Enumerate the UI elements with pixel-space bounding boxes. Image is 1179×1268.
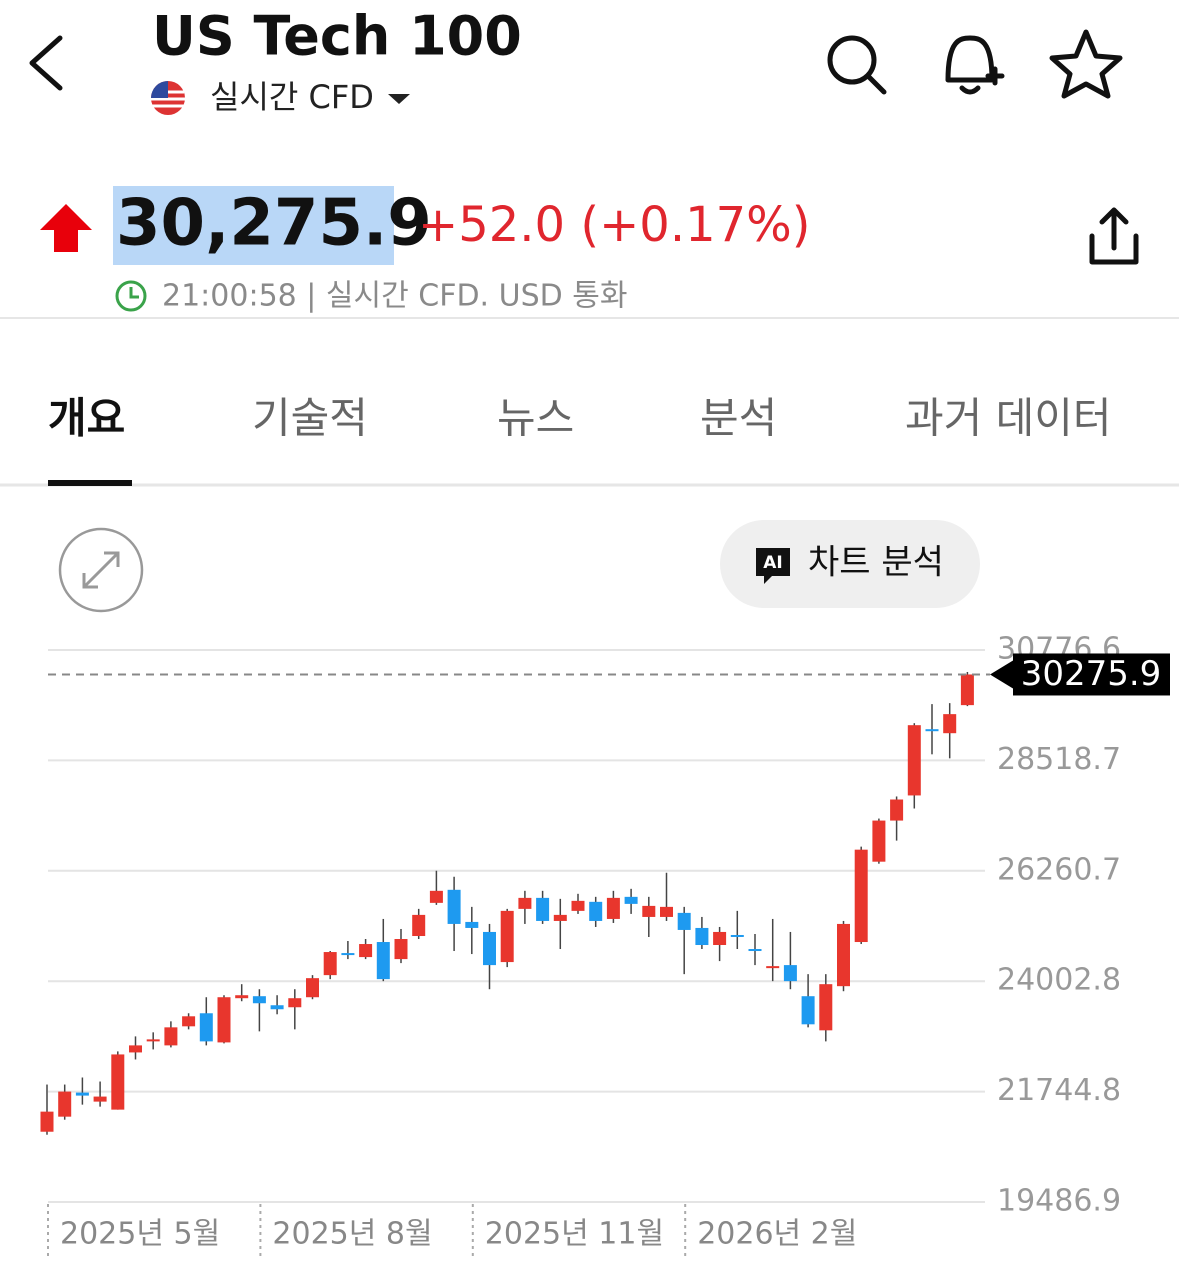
candle-body xyxy=(164,1027,178,1046)
y-tick-label: 26260.7 xyxy=(997,852,1121,887)
active-tab-indicator xyxy=(48,480,132,486)
tab[interactable]: 분석 xyxy=(700,394,777,443)
tab[interactable]: 개요 xyxy=(48,394,125,443)
price-change: +52.0 (+0.17%) xyxy=(418,197,811,253)
x-tick-label: 2025년 8월 xyxy=(272,1217,432,1252)
x-tick-label: 2026년 2월 xyxy=(697,1217,857,1252)
candle-body xyxy=(518,897,532,909)
tab[interactable]: 기술적 xyxy=(252,394,368,443)
candle-body xyxy=(359,944,373,958)
dropdown-arrow[interactable] xyxy=(388,94,410,104)
x-tick-label: 2025년 11월 xyxy=(485,1217,664,1252)
candle-body xyxy=(819,984,833,1031)
chart-analysis-button[interactable] xyxy=(720,520,980,608)
candle-body xyxy=(182,1016,196,1027)
candle-body xyxy=(695,927,709,946)
candle-body xyxy=(412,914,426,937)
candle-body xyxy=(837,923,850,987)
candle-body xyxy=(766,966,780,969)
candle-body xyxy=(500,910,514,963)
candle-body xyxy=(235,995,249,999)
tab[interactable]: 뉴스 xyxy=(497,394,574,443)
candle-body xyxy=(713,931,727,946)
expand-button[interactable] xyxy=(58,527,144,613)
quote-time: 21:00:58 | 실시간 CFD. USD 통화 xyxy=(162,279,627,314)
candle-body xyxy=(376,942,390,980)
candle-body xyxy=(943,714,957,734)
candle-body xyxy=(217,997,231,1043)
candle-body xyxy=(40,1111,54,1132)
candle-body xyxy=(571,900,585,911)
candle-body xyxy=(288,998,302,1008)
candle-body xyxy=(111,1054,125,1110)
candle-body xyxy=(907,725,921,796)
candle-body xyxy=(394,938,408,960)
candle-body xyxy=(306,978,319,998)
last-price-pointer xyxy=(990,660,1013,689)
candle-body xyxy=(93,1096,107,1102)
candle-body xyxy=(447,889,461,924)
candle-body xyxy=(129,1045,142,1053)
y-tick-label: 21744.8 xyxy=(997,1073,1121,1108)
candle-body xyxy=(960,674,974,706)
candle-body xyxy=(75,1092,89,1096)
candle-body xyxy=(536,897,550,921)
chart-analysis-label[interactable]: 차트 분석 xyxy=(808,543,944,583)
last-price-label: 30275.9 xyxy=(1021,654,1162,694)
candle-body xyxy=(925,729,939,732)
up-arrow xyxy=(40,204,92,252)
candle-body xyxy=(801,996,815,1025)
tab-bar: 개요 기술적 뉴스 분석 과거 데이터 xyxy=(48,394,1112,443)
candle-body xyxy=(465,921,479,928)
candle-body xyxy=(872,820,886,862)
candle-body xyxy=(606,897,620,919)
favorite-icon[interactable] xyxy=(1049,29,1123,99)
share-icon[interactable] xyxy=(1089,207,1139,265)
clock-icon xyxy=(115,280,147,312)
candle-body xyxy=(748,949,762,952)
selection-highlight xyxy=(113,186,394,265)
title: US Tech 100 xyxy=(152,5,522,68)
ai-icon xyxy=(756,548,790,584)
candle-body xyxy=(660,906,673,917)
candle-body xyxy=(890,799,904,821)
search-icon[interactable] xyxy=(827,35,887,95)
x-tick-label: 2025년 5월 xyxy=(60,1217,220,1252)
candle-body xyxy=(252,996,266,1004)
candle-body xyxy=(642,905,656,917)
candle-body xyxy=(146,1039,160,1042)
y-tick-label: 28518.7 xyxy=(997,742,1121,777)
us-flag xyxy=(151,81,185,115)
candle-body xyxy=(677,912,691,930)
candle-body xyxy=(341,953,355,956)
candle-body xyxy=(270,1005,284,1010)
back-button[interactable] xyxy=(29,35,63,91)
candle-body xyxy=(199,1013,213,1042)
market-type[interactable]: 실시간 CFD xyxy=(210,78,374,116)
tab[interactable]: 과거 데이터 xyxy=(905,394,1112,443)
last-price-badge xyxy=(1013,653,1170,696)
candle-body xyxy=(483,931,496,966)
candle-body xyxy=(553,914,567,921)
candle-body xyxy=(323,952,337,976)
ai-label: AI xyxy=(763,553,782,573)
price: 30,275.9 xyxy=(116,187,432,261)
candle-body xyxy=(783,965,797,982)
candle-body xyxy=(730,934,744,937)
candle-body xyxy=(589,901,603,921)
candle-body xyxy=(429,890,443,903)
candle-body xyxy=(58,1091,72,1117)
candle-body xyxy=(624,896,638,904)
y-tick-label: 24002.8 xyxy=(997,963,1121,998)
y-tick-label: 19486.9 xyxy=(997,1184,1121,1219)
candlestick-chart: 19486.921744.824002.826260.728518.730776… xyxy=(40,632,1170,1256)
candle-body xyxy=(854,849,868,943)
alert-icon[interactable] xyxy=(945,35,1005,95)
